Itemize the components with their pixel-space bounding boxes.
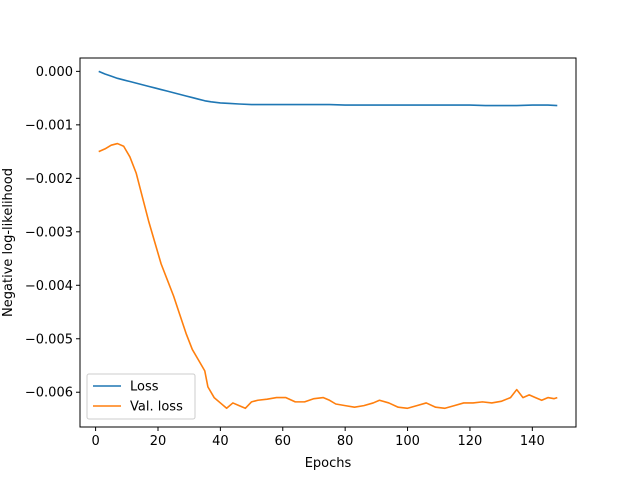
legend-label: Val. loss — [130, 400, 183, 415]
x-tick-label: 140 — [520, 434, 545, 449]
y-tick-label: −0.006 — [25, 386, 73, 401]
series-layer — [98, 70, 558, 410]
y-tick-label: −0.001 — [25, 118, 73, 133]
y-tick-label: 0.000 — [36, 65, 73, 80]
y-tick-label: −0.003 — [25, 225, 73, 240]
y-tick-label: −0.002 — [25, 172, 73, 187]
y-axis: 0.000 −0.001 −0.002 −0.003 −0.004 −0.005 −0.00… — [25, 65, 80, 401]
x-axis: 0 20 40 60 80 100 120 140 — [91, 427, 545, 449]
y-tick-label: −0.004 — [25, 279, 73, 294]
axes-frame — [79, 57, 577, 428]
x-tick-label: 80 — [337, 434, 354, 449]
x-axis-label: Epochs — [305, 456, 352, 471]
x-tick-label: 60 — [274, 434, 291, 449]
series-line-val-loss — [98, 142, 558, 410]
y-axis-label: Negative log-likelihood — [1, 168, 16, 317]
x-tick-label: 40 — [212, 434, 229, 449]
y-tick-label: −0.005 — [25, 332, 73, 347]
x-tick-label: 120 — [458, 434, 483, 449]
x-tick-label: 100 — [395, 434, 420, 449]
x-tick-label: 0 — [91, 434, 99, 449]
x-tick-label: 20 — [150, 434, 167, 449]
series-line-loss — [98, 70, 558, 107]
legend-label: Loss — [130, 380, 159, 395]
legend: Loss Val. loss — [86, 373, 196, 420]
